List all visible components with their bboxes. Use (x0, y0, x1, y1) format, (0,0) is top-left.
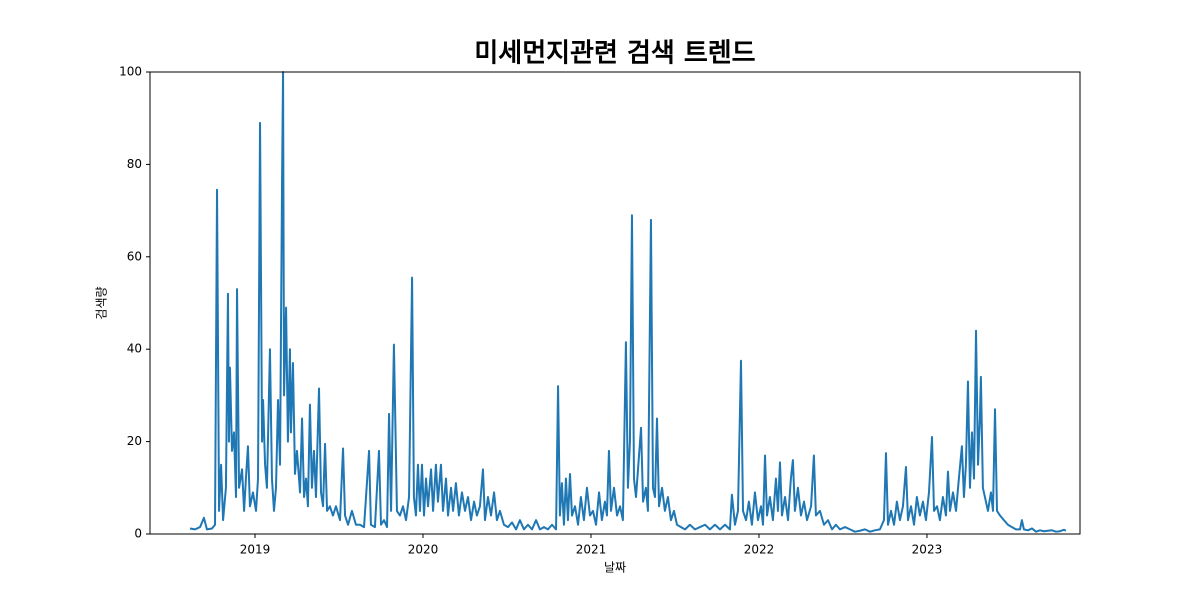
y-tick-label: 40 (127, 342, 142, 356)
x-tick-label: 2022 (744, 543, 775, 557)
x-tick-label: 2020 (408, 543, 439, 557)
x-axis-label: 날짜 (604, 561, 626, 575)
y-tick-label: 100 (119, 65, 142, 79)
y-axis-label: 검색량 (95, 286, 109, 319)
plot-frame (149, 71, 1081, 535)
x-tick-label: 2023 (912, 543, 943, 557)
y-tick-label: 20 (127, 434, 142, 448)
y-tick-label: 0 (134, 527, 142, 541)
data-line (189, 71, 1067, 533)
chart-title: 미세먼지관련 검색 트렌드 (474, 39, 755, 69)
y-tick-label: 80 (127, 157, 142, 171)
y-tick-label: 60 (127, 249, 142, 263)
x-tick-label: 2019 (240, 543, 271, 557)
x-tick-label: 2021 (576, 543, 607, 557)
